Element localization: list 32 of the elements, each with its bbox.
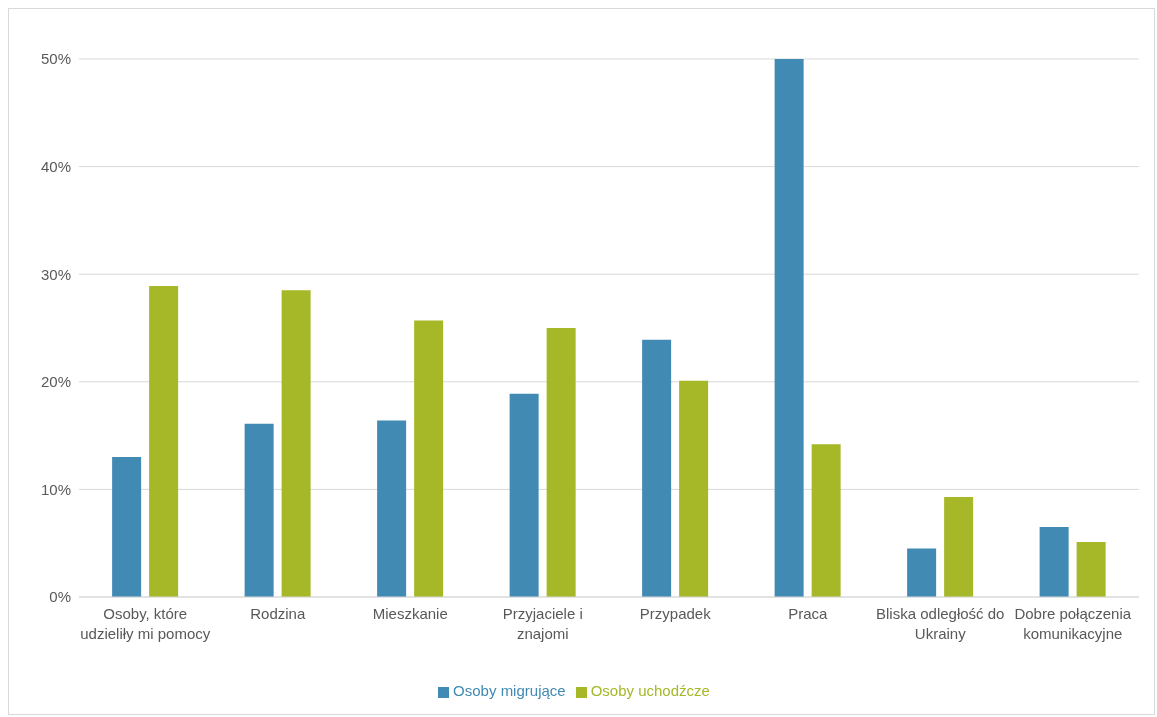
x-tick-label: Przyjaciele i znajomi	[502, 605, 583, 642]
bar	[642, 339, 672, 597]
x-tick-label: Bliska odległość do Ukrainy	[876, 605, 1005, 642]
bar	[546, 328, 576, 597]
legend-label: Osoby uchodźcze	[590, 682, 710, 699]
bar	[774, 59, 804, 597]
bar	[377, 420, 407, 597]
bar	[509, 393, 539, 597]
bar	[149, 286, 179, 597]
x-tick-label: Osoby, które udzieliły mi pomocy	[80, 605, 211, 642]
bar	[944, 496, 974, 597]
bar	[811, 444, 841, 597]
legend-label: Osoby migrujące	[453, 682, 566, 699]
y-tick-label: 10%	[40, 480, 71, 498]
bar	[1039, 527, 1069, 597]
bar	[112, 457, 142, 597]
y-tick-label: 50%	[40, 50, 71, 68]
y-tick-label: 30%	[40, 265, 71, 283]
x-tick-label: Rodzina	[250, 605, 306, 622]
y-tick-label: 40%	[40, 157, 71, 175]
x-tick-label: Praca	[788, 605, 828, 622]
y-tick-label: 0%	[49, 588, 71, 606]
x-tick-label: Przypadek	[639, 605, 712, 622]
x-tick-label: Dobre połączenia komunikacyjne	[1014, 605, 1132, 642]
bar	[679, 380, 709, 597]
bar	[1076, 542, 1106, 597]
y-tick-label: 20%	[40, 373, 71, 391]
bar	[281, 290, 311, 597]
x-tick-label: Mieszkanie	[372, 605, 448, 622]
bar	[244, 423, 274, 597]
bar	[414, 320, 444, 597]
bar	[907, 548, 937, 597]
